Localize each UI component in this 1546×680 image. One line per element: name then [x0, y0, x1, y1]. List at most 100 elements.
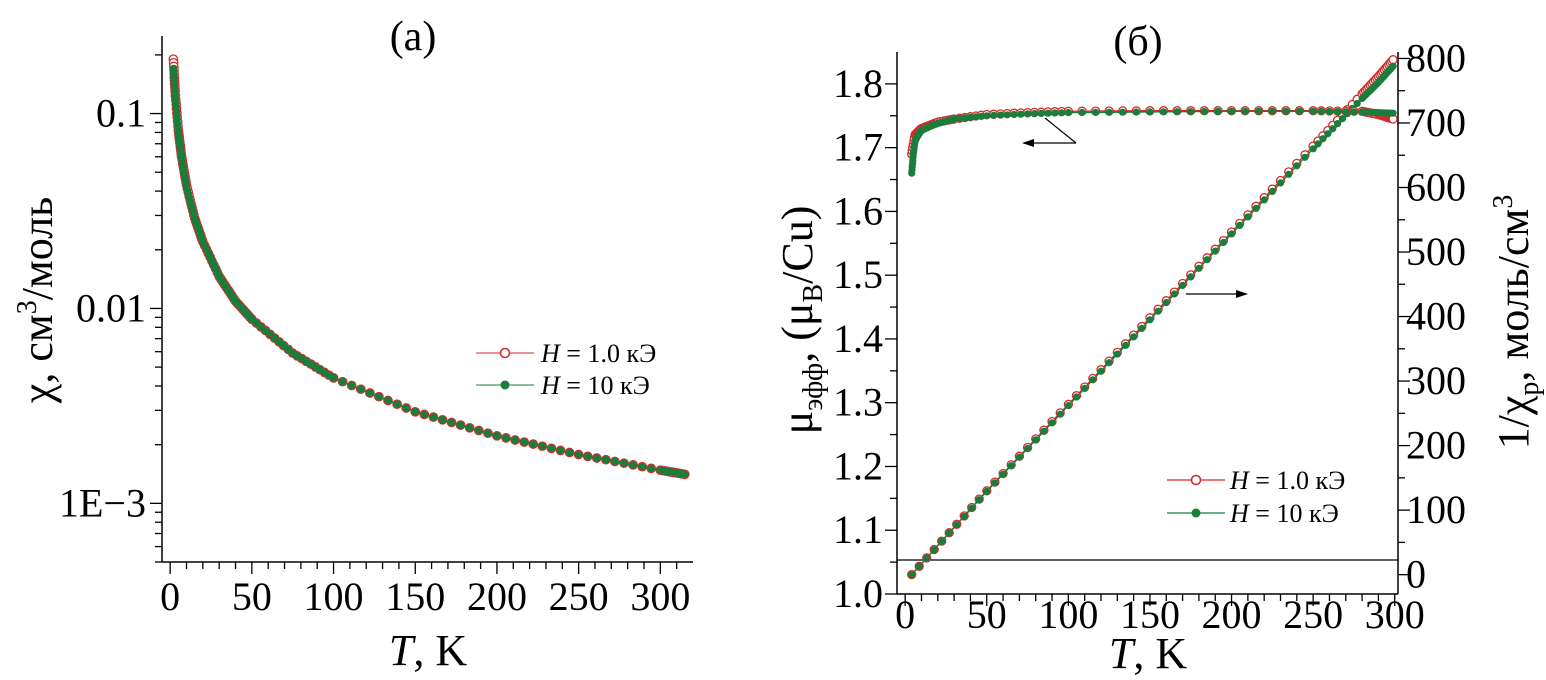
mu-point-green	[1227, 107, 1236, 115]
data-point-a-green	[602, 455, 610, 464]
mu-point-green	[1037, 109, 1045, 117]
mu-point-green	[961, 114, 969, 122]
data-point-a-green	[366, 389, 374, 397]
legend-a-label-green: H = 10 кЭ	[540, 371, 650, 400]
x-tick-label: 50	[967, 592, 1007, 637]
inv-chi-point-green	[1338, 115, 1347, 123]
x-tick-label: 250	[549, 574, 609, 619]
data-point-a-green	[338, 377, 347, 386]
panel-b-legend: H = 1.0 кЭ H = 10 кЭ	[1167, 466, 1345, 528]
inv-chi-point-green	[1219, 238, 1227, 247]
panel-b-x-label: T, K	[1109, 629, 1187, 678]
inv-chi-point-green	[1268, 187, 1276, 195]
inv-chi-point-green	[999, 470, 1007, 478]
inv-chi-point-green	[1285, 170, 1293, 178]
inv-chi-point-green	[1072, 393, 1081, 401]
inv-chi-point-green	[1334, 120, 1342, 128]
y-left-tick-label: 1.3	[833, 380, 883, 425]
inv-chi-point-green	[938, 537, 946, 545]
legend-a-label-red: H = 1.0 кЭ	[540, 339, 656, 368]
panel-b-title: (б)	[1113, 19, 1162, 65]
mu-point-green	[996, 111, 1005, 119]
mu-point-green	[1282, 107, 1290, 115]
x-tick-label: 200	[1202, 592, 1262, 637]
inv-chi-point-green	[915, 562, 923, 570]
y-left-tick-label: 1.6	[833, 188, 883, 233]
y-left-tick-label: 1.8	[833, 61, 883, 106]
x-tick-label: 250	[1283, 592, 1343, 637]
inv-chi-point-green	[1353, 99, 1361, 108]
mu-point-green	[1317, 107, 1325, 115]
data-point-a-green	[375, 392, 383, 401]
inv-chi-point-green	[1056, 410, 1064, 418]
data-point-a-green	[538, 442, 547, 451]
data-point-a-green	[638, 462, 646, 471]
mu-point-green	[1309, 107, 1317, 115]
legend-b-label-green: H = 10 кЭ	[1229, 499, 1339, 528]
panel-a-y-label: χ, см3/моль	[12, 197, 62, 404]
data-point-a-green	[529, 440, 537, 448]
inv-chi-point-green	[1301, 153, 1309, 161]
inv-chi-point-green	[1064, 402, 1072, 410]
inv-chi-point-green	[1211, 247, 1219, 255]
data-point-a-green	[583, 452, 592, 461]
inv-chi-point-green	[1113, 350, 1121, 358]
inv-chi-point-green	[1329, 125, 1337, 133]
y-left-tick-label: 1.5	[833, 252, 883, 297]
inv-chi-point-green	[1040, 427, 1048, 435]
y-right-tick-label: 600	[1406, 165, 1466, 210]
y-right-tick-label: 200	[1406, 423, 1466, 468]
data-point-a-green	[502, 434, 510, 442]
inv-chi-point-green	[1324, 130, 1332, 138]
inv-chi-point-green	[1146, 316, 1154, 324]
mu-point-green	[1255, 107, 1263, 115]
mu-point-green	[1024, 110, 1032, 118]
data-point-a-green	[420, 410, 429, 419]
inv-chi-point-green	[968, 504, 976, 512]
x-tick-label: 150	[385, 574, 445, 619]
legend-a-marker-green	[500, 380, 510, 390]
inv-chi-point-green	[1024, 444, 1032, 453]
y-right-tick-label: 0	[1406, 552, 1426, 597]
y-tick-label: 1E−3	[59, 480, 146, 525]
mu-point-green	[977, 112, 985, 120]
mu-point-green	[1159, 108, 1168, 116]
y-right-tick-label: 500	[1406, 229, 1466, 274]
inv-chi-point-green	[1130, 333, 1138, 341]
inv-chi-point-green	[983, 487, 991, 495]
mu-point-green	[1295, 107, 1304, 115]
data-point-a-green	[574, 450, 583, 459]
mu-point-green	[1010, 110, 1018, 119]
panel-a-ticks: 0 50 100 150 200 250 300 0.1 0.01 1E−3	[59, 54, 690, 619]
inv-chi-point-green	[923, 554, 931, 562]
series-line-a-red	[172, 59, 685, 475]
data-point-a-green	[447, 418, 456, 427]
data-point-a-green	[384, 396, 392, 405]
x-tick-label: 50	[232, 574, 272, 619]
inv-chi-point-green	[1293, 162, 1301, 170]
inv-chi-point-green	[1187, 273, 1195, 281]
mu-point-green	[1342, 108, 1350, 116]
mu-point-green	[1092, 108, 1100, 116]
mu-point-green	[1105, 108, 1113, 116]
inv-chi-point-green	[1203, 256, 1211, 264]
mu-point-green	[966, 113, 975, 121]
annotation-arrow-right	[1186, 290, 1248, 298]
data-point-a-green	[629, 461, 637, 469]
inv-chi-point-green	[930, 546, 938, 554]
legend-b-label-red: H = 1.0 кЭ	[1229, 466, 1345, 495]
inv-chi-point-green	[1260, 196, 1268, 204]
data-point-a-green	[493, 432, 501, 440]
inv-chi-point-green	[1170, 290, 1178, 298]
mu-point-green	[1003, 111, 1011, 119]
y-left-tick-label: 1.0	[833, 571, 883, 616]
mu-point-green	[990, 111, 998, 119]
inv-chi-point-green	[960, 512, 968, 521]
data-point-a-green	[438, 416, 447, 424]
mu-point-green	[1132, 108, 1140, 116]
panel-b-right-y-label: 1/χp, моль/см3	[1488, 195, 1545, 450]
data-point-a-green	[565, 448, 574, 457]
inv-chi-point-green	[1314, 140, 1322, 148]
inv-chi-point-green	[1252, 204, 1260, 212]
